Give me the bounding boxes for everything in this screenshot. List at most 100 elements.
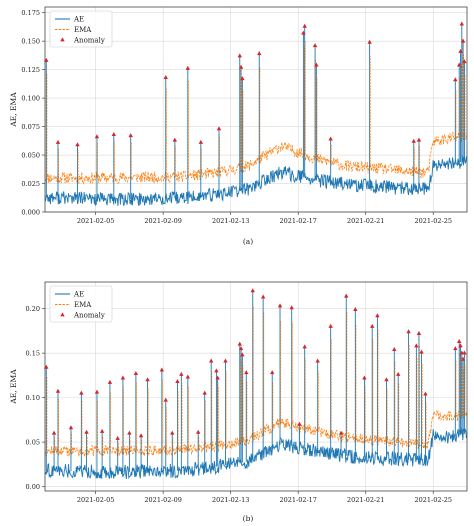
plot-frame xyxy=(44,281,468,492)
x-tick-label: 2021-02-05 xyxy=(77,496,114,504)
anomaly-marker xyxy=(107,379,113,384)
anomaly-marker xyxy=(260,294,266,299)
anomaly-marker xyxy=(237,53,242,58)
anomaly-marker xyxy=(99,428,105,433)
anomaly-marker xyxy=(353,306,358,311)
anomaly-marker xyxy=(138,433,144,438)
anomaly-marker xyxy=(411,138,416,143)
anomaly-marker xyxy=(133,371,139,376)
x-tick-label: 2021-02-13 xyxy=(212,217,249,225)
anomaly-marker xyxy=(462,59,467,64)
anomaly-marker xyxy=(462,350,467,355)
anomaly-marker xyxy=(458,343,463,348)
y-axis-label: AE, EMA xyxy=(9,92,18,128)
y-tick-label: 0.00 xyxy=(26,483,40,491)
ae-series-line xyxy=(44,427,468,480)
anomaly-marker xyxy=(344,293,349,298)
anomaly-marker xyxy=(328,136,333,141)
y-tick-label: 0.075 xyxy=(21,123,40,131)
anomaly-marker xyxy=(240,76,245,81)
legend: AE EMA Anomaly xyxy=(49,10,113,48)
anomaly-marker xyxy=(458,48,463,53)
y-axis-label: AE, EMA xyxy=(9,369,18,405)
anomaly-marker xyxy=(457,62,462,67)
legend-swatch-anomaly xyxy=(60,312,65,317)
anomaly-marker xyxy=(414,343,419,348)
anomaly-marker xyxy=(453,346,458,351)
anomaly-marker xyxy=(392,346,397,351)
anomaly-marker xyxy=(94,134,100,139)
anomaly-marker xyxy=(277,303,283,308)
anomaly-marker xyxy=(216,126,222,131)
anomaly-marker xyxy=(79,390,84,395)
anomaly-marker xyxy=(289,305,294,310)
figure-caption: (a) xyxy=(243,237,253,246)
anomaly-marker xyxy=(238,64,244,69)
anomaly-marker xyxy=(170,430,175,435)
x-tick-label: 2021-02-09 xyxy=(144,496,181,504)
anomaly-marker xyxy=(223,358,228,363)
legend-label: AE xyxy=(73,15,84,23)
x-tick-label: 2021-02-21 xyxy=(347,496,384,504)
anomaly-markers xyxy=(44,21,467,147)
legend-label: EMA xyxy=(74,301,92,309)
anomaly-marker xyxy=(175,379,180,384)
y-tick-label: 0.15 xyxy=(26,349,40,357)
legend-label: AE xyxy=(73,290,84,298)
anomaly-markers xyxy=(44,288,467,440)
anomaly-marker xyxy=(185,65,191,70)
y-tick-label: 0.05 xyxy=(26,438,40,446)
anomaly-marker xyxy=(145,377,150,382)
anomaly-marker xyxy=(209,358,214,363)
anomaly-marker xyxy=(460,356,466,361)
anomaly-marker xyxy=(257,51,262,56)
y-tick-label: 0.100 xyxy=(21,94,40,102)
anomaly-marker xyxy=(159,367,165,372)
anomaly-marker xyxy=(244,370,249,375)
anomaly-marker xyxy=(214,368,219,373)
anomaly-marker xyxy=(315,358,320,363)
ae-series-line xyxy=(44,155,468,207)
anomaly-marker xyxy=(367,39,372,44)
anomaly-marker xyxy=(423,391,428,396)
legend: AE EMA Anomaly xyxy=(49,285,113,323)
anomaly-marker xyxy=(314,62,319,67)
anomaly-marker xyxy=(370,323,375,328)
anomaly-marker xyxy=(406,329,411,334)
legend-swatch-anomaly xyxy=(60,37,65,42)
y-tick-label: 0.050 xyxy=(21,151,40,159)
anomaly-marker xyxy=(297,421,302,426)
anomaly-marker xyxy=(301,30,306,35)
y-tick-label: 0.125 xyxy=(21,66,40,74)
chart-b: 0.00 0.05 0.10 0.15 0.20 2021-02-05 2021-02-09… xyxy=(9,281,468,523)
anomaly-marker xyxy=(163,75,168,80)
plot-frame xyxy=(44,6,468,213)
anomaly-marker xyxy=(55,388,61,393)
anomaly-spikes xyxy=(45,24,466,200)
x-tick-label: 2021-02-17 xyxy=(279,496,316,504)
anomaly-marker xyxy=(459,21,465,26)
legend-label: Anomaly xyxy=(73,311,105,319)
anomaly-marker xyxy=(270,370,275,375)
anomaly-marker xyxy=(51,430,57,435)
anomaly-marker xyxy=(460,38,466,43)
anomaly-marker xyxy=(328,323,333,328)
chart-a: 0.000 0.025 0.050 0.075 0.100 0.125 0.150 0.175… xyxy=(9,6,468,246)
x-tick-label: 2021-02-09 xyxy=(144,217,181,225)
y-tick-label: 0.10 xyxy=(26,394,40,402)
anomaly-marker xyxy=(362,375,367,380)
x-tick-label: 2021-02-21 xyxy=(347,217,384,225)
legend-box xyxy=(49,285,113,323)
anomaly-marker xyxy=(453,77,458,82)
x-tick-label: 2021-02-05 xyxy=(77,217,114,225)
y-tick-label: 0.175 xyxy=(21,9,40,17)
anomaly-marker xyxy=(179,371,184,376)
anomaly-marker xyxy=(395,371,401,376)
anomaly-marker xyxy=(240,352,245,357)
anomaly-marker xyxy=(416,330,422,335)
anomaly-marker xyxy=(198,139,204,144)
y-tick-label: 0.20 xyxy=(26,305,40,313)
anomaly-marker xyxy=(163,397,168,402)
anomaly-marker xyxy=(250,288,255,293)
